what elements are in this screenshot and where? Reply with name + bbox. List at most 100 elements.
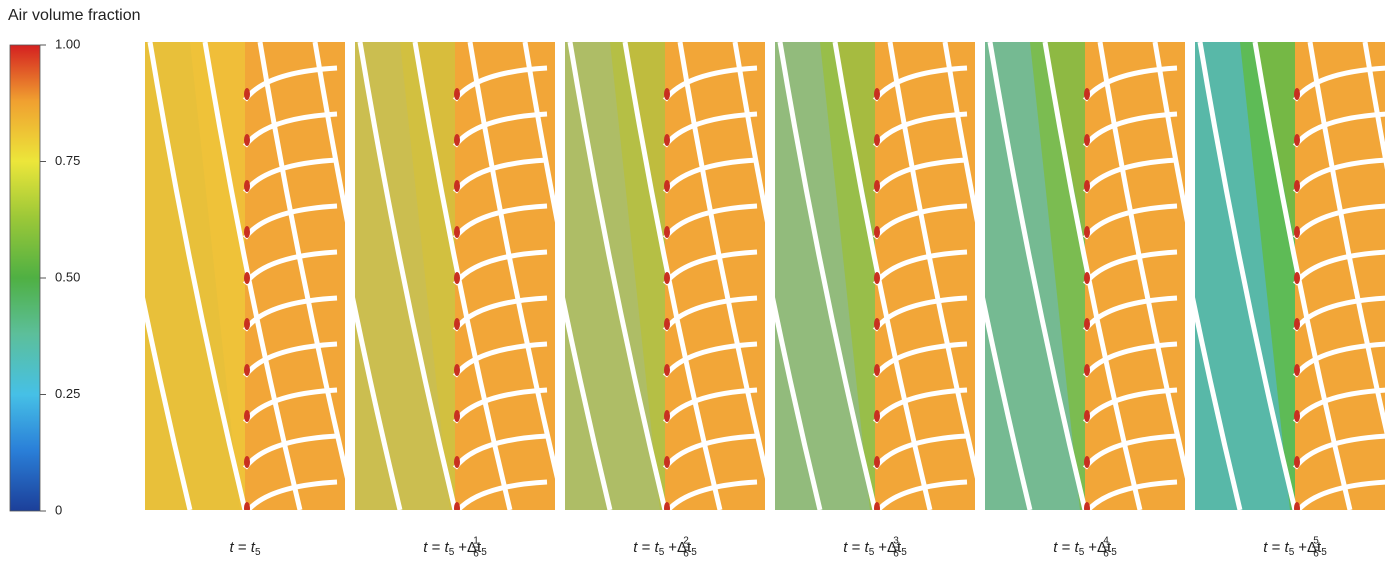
fraction-den: 6 [683,549,689,560]
caption-part: = [432,539,441,556]
blade-tip [1294,134,1300,146]
blade-tip [664,272,670,284]
blade-tip [454,502,460,514]
blade-tip [874,318,880,330]
blade-tip [874,502,880,514]
fraction-den: 6 [893,549,899,560]
colorbar-ticks: 00.250.500.751.00 [40,36,80,517]
blade-tip [244,318,250,330]
blade-tip [1294,456,1300,468]
blade-tip [1084,226,1090,238]
caption-part: 5 [1111,547,1117,558]
blade-tip [244,272,250,284]
blade-tip [874,226,880,238]
blade-tip [664,180,670,192]
fraction-den: 6 [1103,549,1109,560]
contour-panel: t = t5 [40,42,410,560]
tick-label: 1.00 [55,36,80,51]
blade-tip [664,410,670,422]
caption-part: + [668,539,677,556]
blade-tip [454,272,460,284]
tick-label: 0.25 [55,386,80,401]
blade-tip [1084,364,1090,376]
blade-tip [454,410,460,422]
blade-tip [454,456,460,468]
caption-part: 5 [1289,547,1295,558]
caption: t = t5 [229,539,260,558]
caption-part: t [229,539,234,556]
caption-part: t [1053,539,1058,556]
blade-tip [664,502,670,514]
blade-tip [1084,502,1090,514]
blade-tip [1084,134,1090,146]
caption-part: = [1062,539,1071,556]
blade-tip [1294,226,1300,238]
blade-tip [454,226,460,238]
fraction-num: 3 [893,536,899,547]
fraction-den: 6 [473,549,479,560]
blade-tip [664,456,670,468]
blade-tip [1084,318,1090,330]
caption-part: t [633,539,638,556]
caption-part: = [642,539,651,556]
blade-tip [454,318,460,330]
caption-part: 5 [255,547,261,558]
caption-part: + [1088,539,1097,556]
caption-part: = [238,539,247,556]
blade-tip [244,180,250,192]
fraction-num: 2 [683,536,689,547]
caption-part: 5 [691,547,697,558]
caption-part: = [852,539,861,556]
blade-tip [1084,456,1090,468]
caption-part: 5 [481,547,487,558]
caption-part: + [878,539,887,556]
blade-tip [454,134,460,146]
blade-tip [1294,364,1300,376]
blade-tip [1294,410,1300,422]
caption-part: 5 [659,547,665,558]
tick-label: 0 [55,502,62,517]
blade-tip [664,134,670,146]
blade-tip [1294,318,1300,330]
blade-tip [874,272,880,284]
blade-tip [454,180,460,192]
blade-tip [664,364,670,376]
blade-tip [244,364,250,376]
blade-tip [1294,180,1300,192]
caption-part: 5 [901,547,907,558]
caption-part: + [1298,539,1307,556]
fraction-num: 1 [473,536,479,547]
caption-part: 5 [869,547,875,558]
fraction-den: 6 [1313,549,1319,560]
blade-tip [1084,180,1090,192]
blade-tip [664,88,670,100]
caption-part: t [843,539,848,556]
blade-tip [664,226,670,238]
caption-part: 5 [449,547,455,558]
blade-tip [1084,272,1090,284]
caption-part: 5 [1321,547,1327,558]
colorbar [10,45,40,511]
blade-tip [664,318,670,330]
blade-tip [244,88,250,100]
fraction-num: 5 [1313,536,1319,547]
figure: Air volume fraction 00.250.500.751.00 t … [0,0,1385,570]
blade-tip [244,410,250,422]
blade-tip [874,410,880,422]
caption-part: t [423,539,428,556]
contour-field [40,42,410,560]
blade-tip [1084,88,1090,100]
blade-tip [874,180,880,192]
blade-tip [454,88,460,100]
blade-tip [874,88,880,100]
caption-part: + [458,539,467,556]
blade-tip [244,134,250,146]
blade-tip [1084,410,1090,422]
blade-tip [1294,272,1300,284]
blade-tip [244,502,250,514]
blade-tip [874,456,880,468]
tick-label: 0.75 [55,153,80,168]
blade-tip [874,364,880,376]
blade-tip [244,226,250,238]
